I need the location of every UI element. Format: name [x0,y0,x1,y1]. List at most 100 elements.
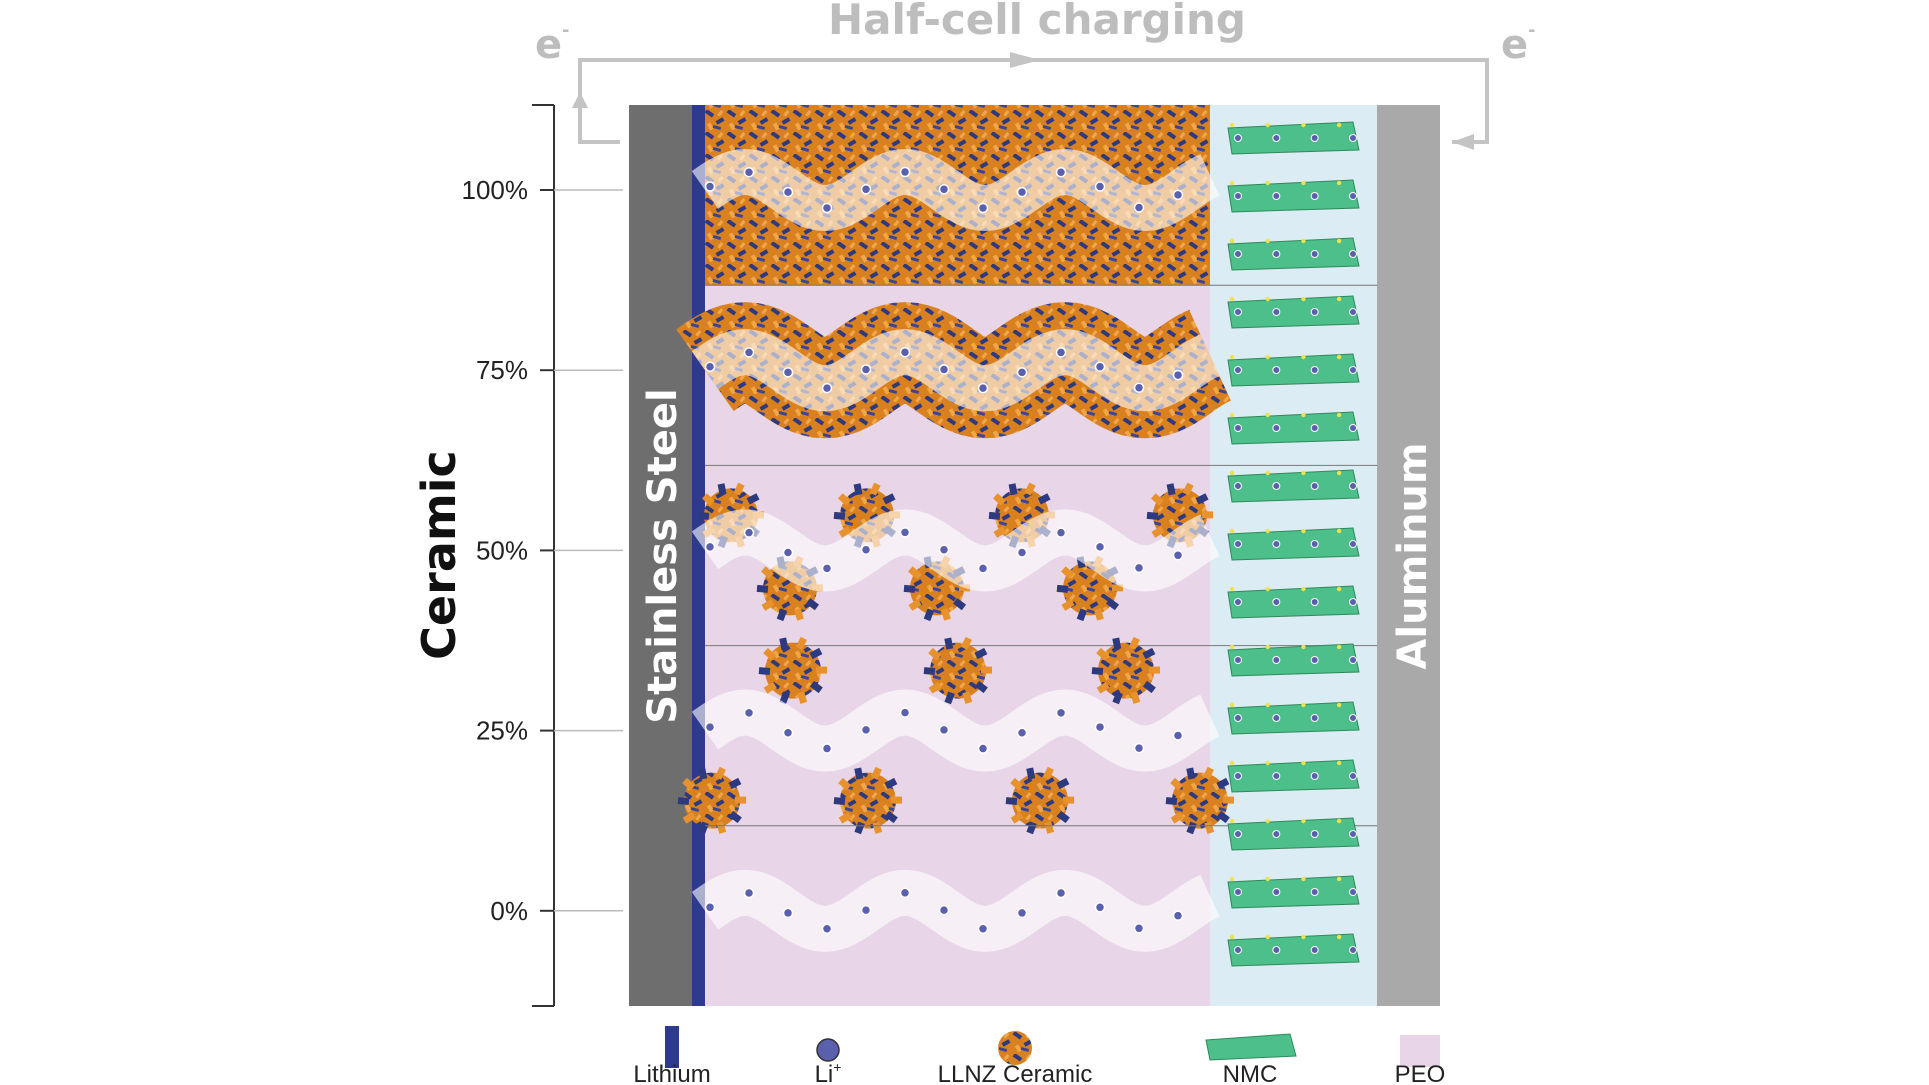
li-ion [704,181,716,192]
li-ion [1172,910,1184,921]
nmc-particle [1227,121,1360,155]
aluminum-plate [1377,105,1440,1006]
li-ion [899,166,911,178]
li-ion [704,541,716,553]
li-ion [1133,742,1145,754]
li-ion [704,361,716,372]
ceramic-cluster [1091,636,1160,705]
svg-text:-: - [562,20,569,41]
composition-row [677,636,1377,835]
legend-item-peo: PEO [1395,1035,1446,1085]
legend-item-nmc: NMC [1205,1033,1297,1085]
legend-swatch [816,1038,840,1062]
li-ion [782,367,794,378]
axis-tick-label: 0% [490,896,528,926]
legend-item-lithium: Lithium [633,1026,711,1085]
legend-label: Lithium [633,1061,710,1085]
li-ion [899,707,911,718]
li-ion [860,904,872,916]
li-ion [1016,907,1028,919]
ceramic-cluster [1005,766,1074,835]
li-ion [1094,361,1106,372]
li-ion [704,721,716,733]
legend-label: PEO [1395,1061,1446,1085]
ceramic-cluster [1165,766,1234,835]
electron-left-label: e - [535,20,569,68]
li-ion [1133,382,1145,393]
li-ion [938,364,950,375]
li-ion [1055,347,1067,358]
li-ion [782,907,794,919]
ceramic-cluster [923,636,992,705]
li-ion [743,887,755,899]
li-ion [782,547,794,558]
li-ion [1055,887,1067,899]
lithium-layer [692,105,705,1006]
li-ion [860,724,872,736]
legend-label: LLNZ Ceramic [938,1061,1093,1085]
stainless-steel-label: Stainless Steel [640,388,686,723]
li-ion [1133,202,1145,213]
li-ion [1016,547,1028,558]
nmc-particle [1227,353,1360,387]
legend-label: Li+ [815,1059,842,1085]
li-ion [782,727,794,738]
diagram-title: Half-cell charging [828,0,1246,44]
nmc-particle [1227,643,1360,677]
legend-item-ceramic: LLNZ Ceramic [938,1031,1093,1085]
legend-swatch [1205,1033,1297,1061]
li-ion [938,184,950,195]
li-ion [821,382,833,394]
nmc-particle [1227,817,1360,851]
li-ion [821,563,833,574]
axis-tick-label: 75% [476,355,528,385]
legend-item-li-ion: Li+ [815,1038,842,1085]
li-ion [743,707,755,719]
legend-swatch [998,1031,1032,1065]
li-ion [977,923,989,934]
li-ion [977,743,989,754]
li-ion [1016,727,1028,738]
li-ion [1055,527,1067,538]
li-ion [821,743,833,754]
axis-tick-label: 50% [476,535,528,565]
li-ion [743,347,755,358]
li-ion [977,382,989,394]
nmc-particle [1227,759,1360,793]
li-ion [1172,369,1184,381]
nmc-particle [1227,585,1360,619]
nmc-particle [1227,701,1360,735]
li-ion [1133,562,1145,574]
axis-tick-label: 25% [476,716,528,746]
nmc-particle [1227,527,1360,561]
li-ion [1172,550,1184,561]
svg-text:e: e [535,22,562,68]
composition-row [691,105,1220,286]
li-ion [1016,186,1028,198]
li-ion [860,184,872,195]
li-ion [1016,367,1028,378]
li-ion [821,923,833,934]
li-ion [860,544,872,555]
li-ion [1172,189,1184,201]
legend-swatch [665,1026,679,1068]
nmc-particle [1227,875,1360,909]
nmc-particle [1227,295,1360,329]
ceramic-axis: 100% 75% 50% 25% 0% Ceramic [412,104,623,1007]
li-ion [860,364,872,375]
li-ion [1055,707,1067,719]
nmc-particle [1227,933,1360,967]
nmc-particle [1227,469,1360,503]
svg-text:-: - [1528,20,1535,41]
ceramic-cluster [833,766,902,835]
composition-row [676,284,1377,439]
external-circuit [572,52,1489,150]
li-ion [743,166,755,178]
axis-title: Ceramic [412,450,466,660]
svg-text:e: e [1501,22,1528,68]
li-ion [938,544,950,555]
nmc-particle [1227,411,1360,445]
li-ion [938,904,950,916]
li-ion [1055,166,1067,178]
composition-row [691,464,1377,622]
